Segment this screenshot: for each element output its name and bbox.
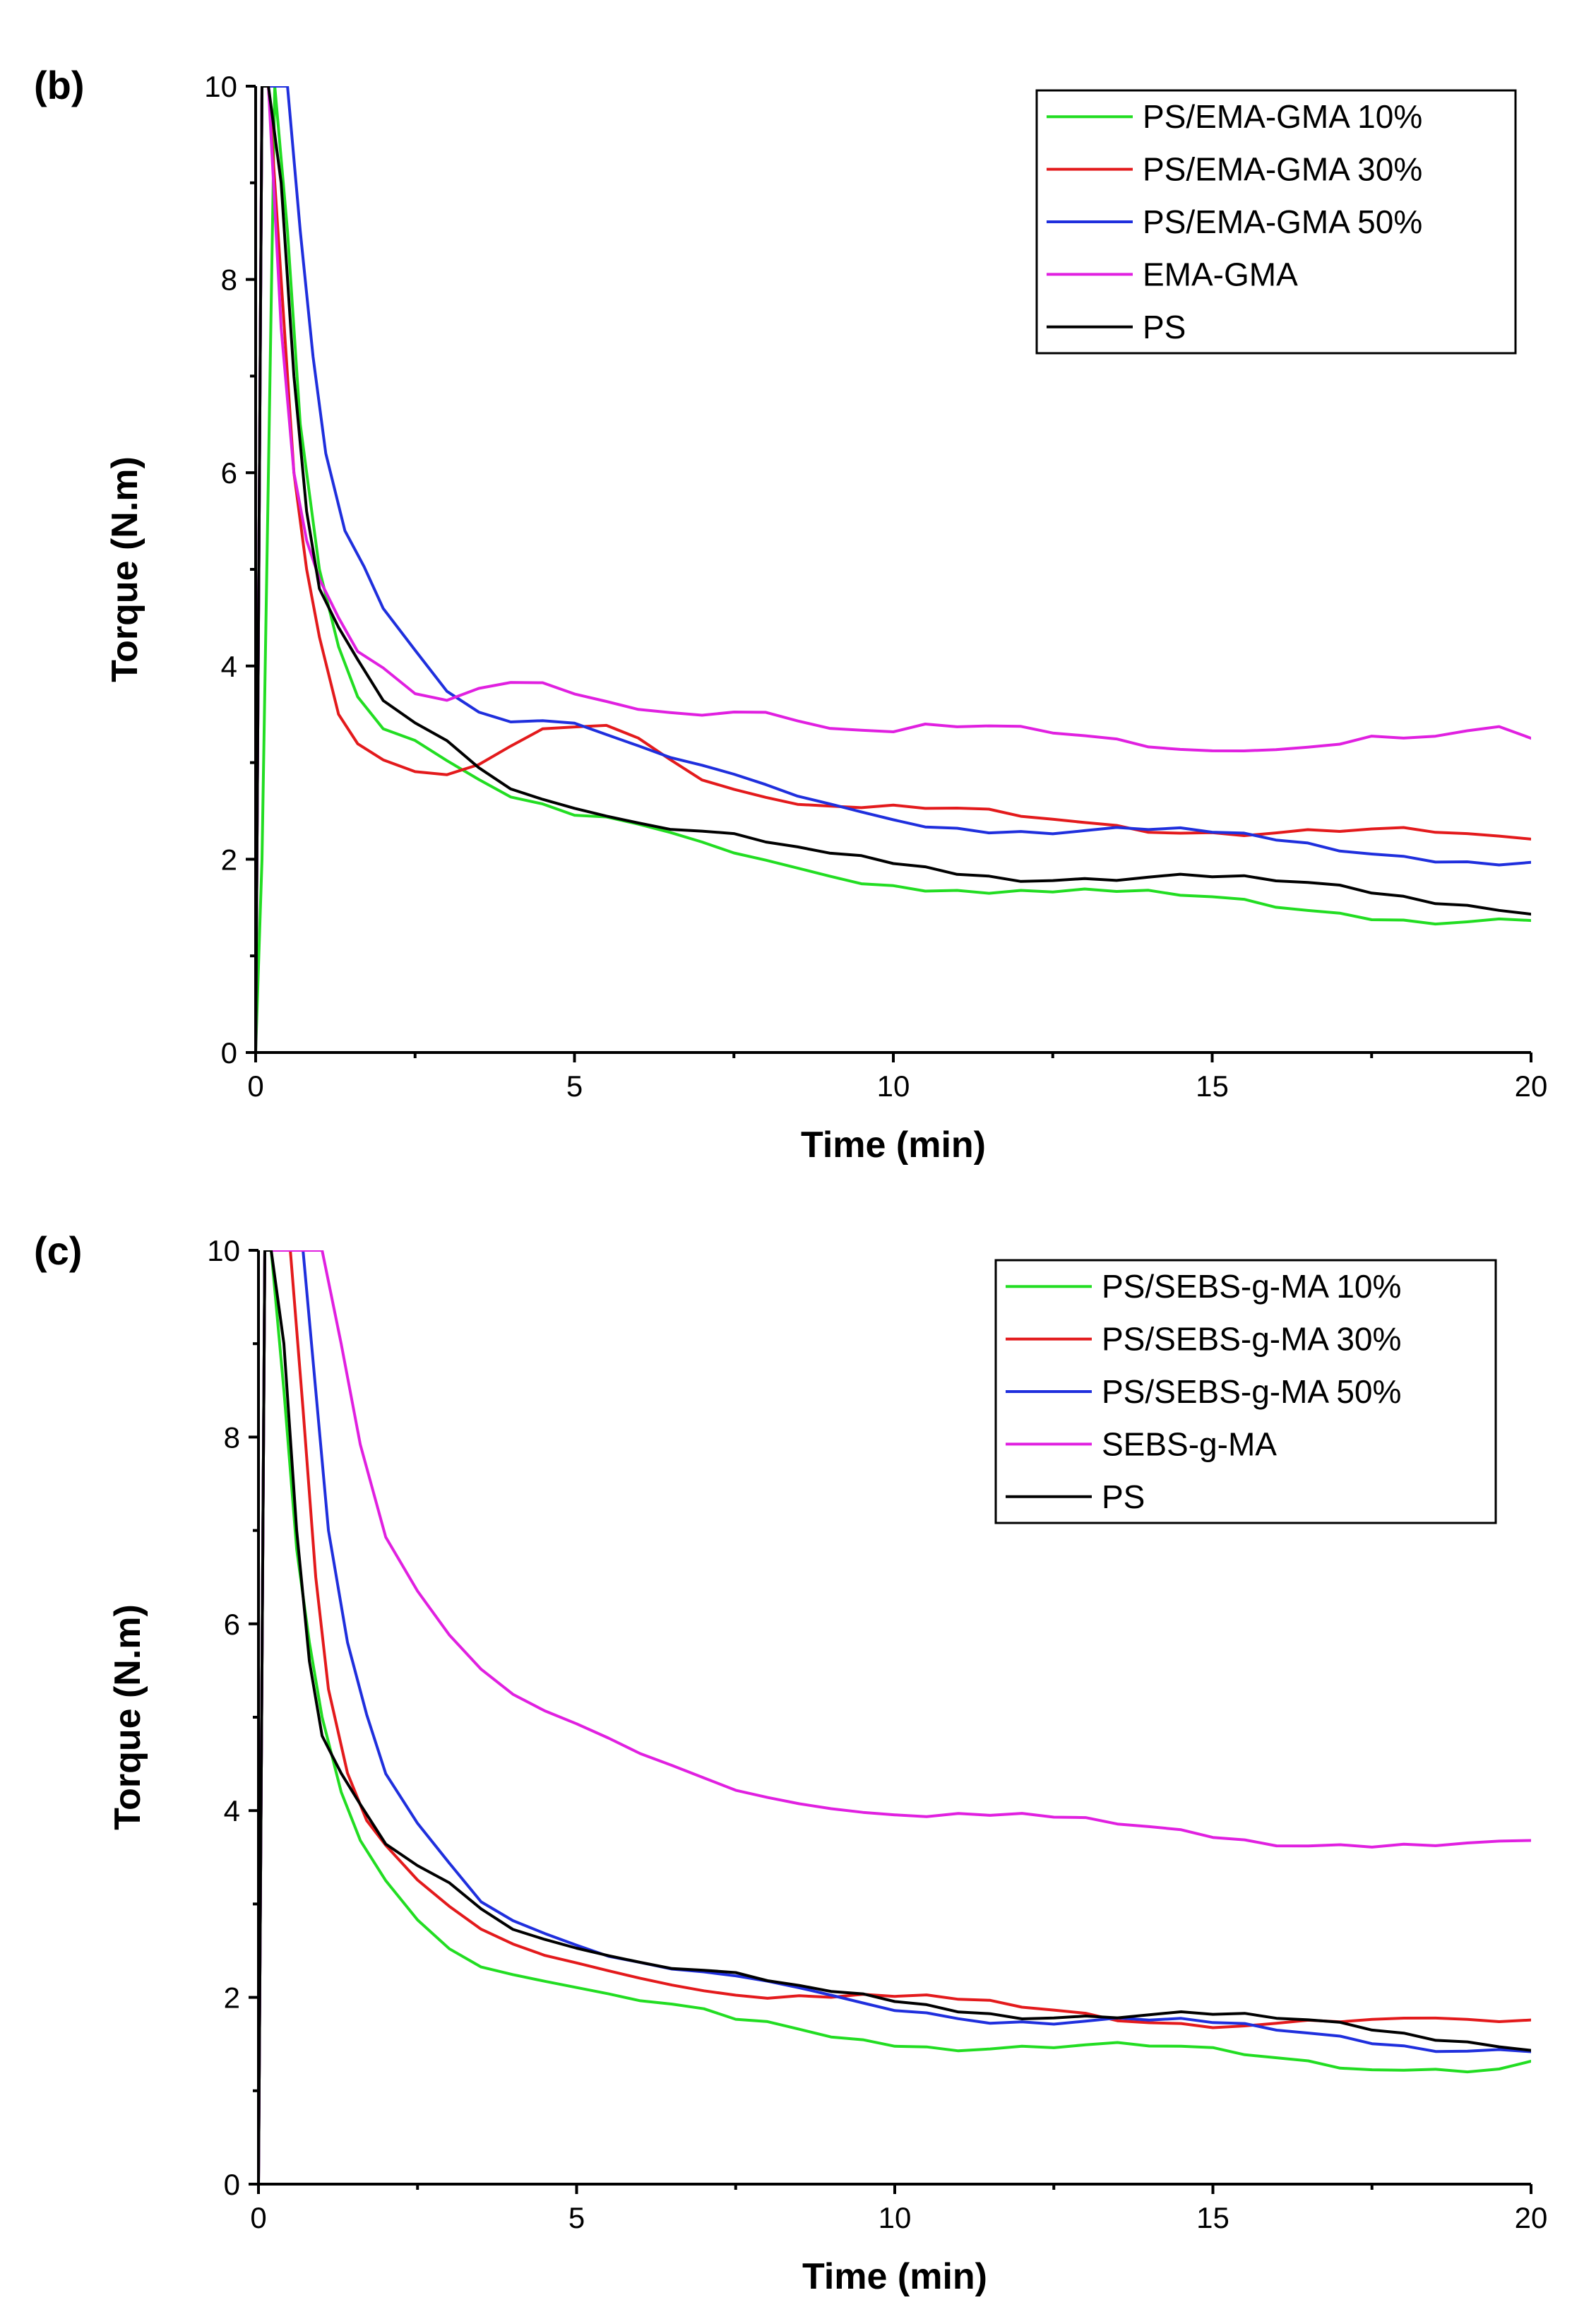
x-tick-label: 15 — [1196, 1069, 1229, 1103]
series-line-ps-sebs-g-ma-50- — [258, 1250, 1531, 2184]
series-line-ps-sebs-g-ma-10- — [258, 1250, 1531, 2184]
y-tick-label: 8 — [224, 1421, 240, 1454]
legend-label: PS/EMA-GMA 50% — [1143, 203, 1422, 240]
y-tick-label: 4 — [224, 1794, 240, 1827]
legend-label: PS/EMA-GMA 30% — [1143, 151, 1422, 188]
y-tick-label: 0 — [221, 1036, 237, 1069]
series-line-ps — [258, 1250, 1531, 2184]
y-axis-title: Torque (N.m) — [105, 456, 145, 682]
panel-label: (b) — [34, 63, 85, 107]
y-tick-label: 4 — [221, 650, 237, 683]
y-axis-title: Torque (N.m) — [107, 1604, 148, 1830]
series-line-ps-ema-gma-10- — [256, 86, 1531, 1053]
x-axis-title: Time (min) — [802, 2256, 987, 2297]
legend-label: EMA-GMA — [1143, 256, 1298, 292]
series-line-sebs-g-ma — [258, 1250, 1531, 2184]
legend: PS/SEBS-g-MA 10% PS/SEBS-g-MA 30% PS/SEBS-… — [994, 1259, 1497, 1524]
legend-label: SEBS-g-MA — [1102, 1425, 1277, 1462]
series-line-ps — [256, 86, 1531, 1053]
legend-label: PS/SEBS-g-MA 50% — [1102, 1373, 1401, 1410]
legend: PS/EMA-GMA 10% PS/EMA-GMA 30% PS/EMA-GMA 5… — [1035, 89, 1517, 355]
series-line-ps-ema-gma-30- — [256, 86, 1531, 1053]
x-axis-title: Time (min) — [801, 1125, 986, 1166]
y-tick-label: 2 — [224, 1981, 240, 2015]
series-line-ps-ema-gma-50- — [256, 86, 1531, 1053]
legend-label: PS/EMA-GMA 10% — [1143, 98, 1422, 135]
y-tick-label: 2 — [221, 843, 237, 876]
panel-label: (c) — [34, 1228, 82, 1273]
x-tick-label: 15 — [1196, 2201, 1229, 2234]
x-tick-label: 5 — [566, 1069, 583, 1103]
x-tick-label: 0 — [247, 1069, 263, 1103]
x-tick-label: 20 — [1515, 2201, 1548, 2234]
y-tick-label: 6 — [224, 1608, 240, 1641]
series-group — [258, 1250, 1531, 2184]
series-line-ema-gma — [256, 86, 1531, 1053]
y-tick-label: 0 — [224, 2168, 240, 2201]
series-group — [256, 86, 1531, 1053]
x-tick-label: 10 — [879, 2201, 912, 2234]
panel-c: (c) 0 2 4 6 8 10 0 5 10 15 20 Time (min) Torque (N.m)… — [34, 1228, 1547, 2297]
y-tick-label: 10 — [204, 70, 237, 103]
x-tick-label: 20 — [1515, 1069, 1548, 1103]
y-tick-label: 8 — [221, 263, 237, 297]
x-tick-label: 0 — [250, 2201, 266, 2234]
x-tick-label: 5 — [568, 2201, 585, 2234]
legend-label: PS — [1102, 1478, 1145, 1515]
panel-b: (b) 0 2 4 6 8 10 0 5 10 15 20 Time (min) Torque (N.m)… — [34, 63, 1547, 1166]
legend-label: PS — [1143, 309, 1186, 345]
y-tick-label: 10 — [207, 1234, 240, 1267]
legend-label: PS/SEBS-g-MA 30% — [1102, 1321, 1401, 1358]
y-tick-label: 6 — [221, 456, 237, 490]
legend-label: PS/SEBS-g-MA 10% — [1102, 1268, 1401, 1305]
x-tick-label: 10 — [877, 1069, 910, 1103]
